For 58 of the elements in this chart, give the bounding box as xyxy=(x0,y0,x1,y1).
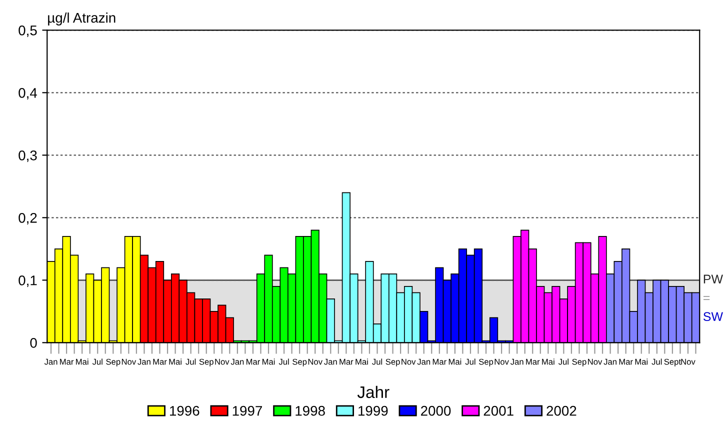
x-tick-label: Mar xyxy=(153,358,167,365)
legend-label: 1996 xyxy=(170,406,200,416)
y-axis-title: µg/l Atrazin xyxy=(48,12,116,26)
x-tick-label: Nov xyxy=(308,358,322,365)
x-tick-label: Mar xyxy=(340,358,354,365)
x-tick-label: Nov xyxy=(215,358,230,365)
x-tick-label: Jul xyxy=(465,358,476,365)
legend-label: 1999 xyxy=(358,406,388,416)
x-tick-label: Jan xyxy=(230,358,244,365)
y-tick-label: 0,4 xyxy=(18,88,37,100)
legend-label: 2000 xyxy=(421,406,451,416)
x-tick-label: Mai xyxy=(542,358,554,365)
y-tick-label: 0,5 xyxy=(18,26,37,37)
x-tick-label: Mar xyxy=(432,358,446,365)
x-tick-label: Sep xyxy=(478,358,494,366)
y-tick-label: 0 xyxy=(30,338,37,348)
x-tick-label: Jul xyxy=(652,358,662,365)
legend-label: 2002 xyxy=(546,406,576,416)
x-tick-label: Mai xyxy=(169,358,182,365)
x-tick-label: Mar xyxy=(619,358,633,365)
band-label: PW = SW xyxy=(703,274,723,321)
x-tick-label: Nov xyxy=(122,358,136,365)
x-tick-label: Nov xyxy=(402,358,416,365)
x-tick-label: Jan xyxy=(417,358,430,365)
x-tick-label: Sep xyxy=(106,358,120,366)
x-tick-label: Mai xyxy=(635,358,648,365)
x-tick-label: Jan xyxy=(324,358,337,365)
x-tick-label: Mar xyxy=(246,358,260,365)
x-tick-label: Nov xyxy=(681,358,696,365)
x-tick-label: Nov xyxy=(588,358,602,365)
legend-label: 1997 xyxy=(232,406,262,416)
x-tick-label: Nov xyxy=(494,358,509,365)
x-axis-title: Jahr xyxy=(357,386,390,398)
x-tick-label: Mai xyxy=(448,358,462,365)
x-tick-label: Jan xyxy=(44,358,58,365)
x-tick-label: Sep xyxy=(572,358,586,366)
x-tick-label: Mai xyxy=(262,358,275,365)
x-tick-label: Sep xyxy=(199,358,214,366)
x-tick-label: Sep xyxy=(386,358,400,366)
x-tick-label: Mai xyxy=(356,358,368,365)
x-tick-label: Jul xyxy=(186,358,196,365)
y-tick-label: 0,1 xyxy=(18,275,37,287)
x-tick-label: Sep xyxy=(292,358,307,366)
y-tick-label: 0,2 xyxy=(18,212,37,224)
legend-label: 1998 xyxy=(296,406,325,416)
legend-label: 2001 xyxy=(484,406,514,416)
x-tick-label: Mai xyxy=(76,358,88,365)
x-tick-label: Jul xyxy=(558,358,568,365)
x-tick-label: Jul xyxy=(372,358,382,365)
y-tick-label: 0,3 xyxy=(18,150,37,162)
x-tick-label: Jan xyxy=(510,358,524,365)
x-tick-label: Jan xyxy=(604,358,616,365)
x-tick-label: Mar xyxy=(60,358,74,365)
x-tick-label: Jan xyxy=(138,358,150,365)
x-tick-label: Mar xyxy=(526,358,540,365)
x-tick-label: Jul xyxy=(92,358,102,365)
x-tick-label: Jul xyxy=(278,358,289,365)
x-tick-label: Sept xyxy=(664,358,681,366)
